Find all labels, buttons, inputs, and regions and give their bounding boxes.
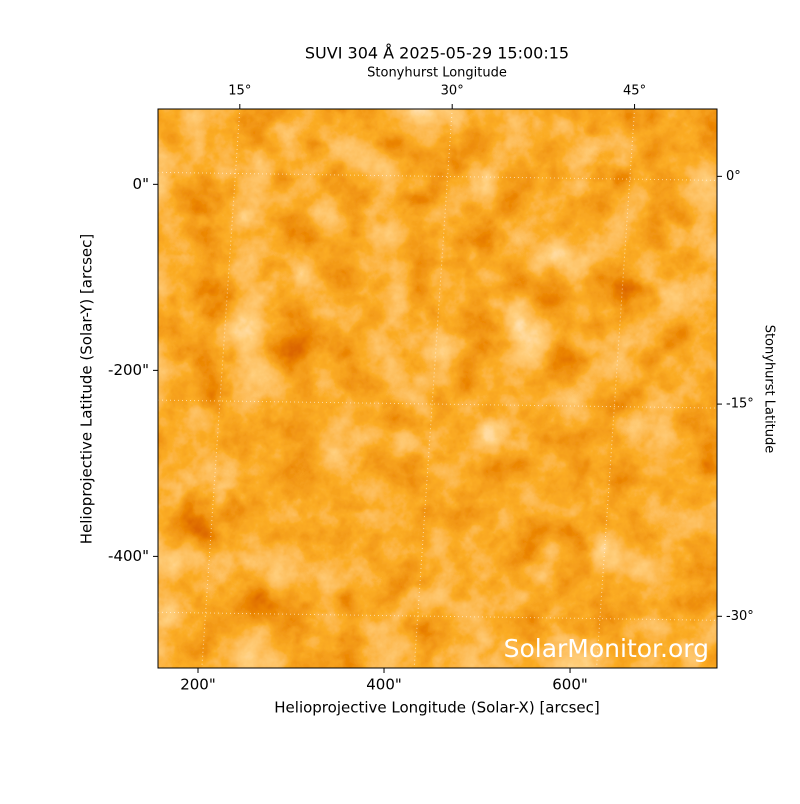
x2-tick-label: 30° <box>441 84 464 99</box>
chart-title: SUVI 304 Å 2025-05-29 15:00:15 <box>305 44 569 63</box>
solar-image <box>158 109 717 668</box>
y-tick-label: -200" <box>108 361 149 379</box>
y2-tick-label: 0° <box>726 169 741 184</box>
x-label: Helioprojective Longitude (Solar-X) [arc… <box>274 699 599 717</box>
grid <box>158 109 717 668</box>
x-tick-label: 400" <box>366 676 402 694</box>
grid-line <box>596 109 636 668</box>
y-tick-label: 0" <box>133 175 149 193</box>
grid-line <box>201 109 241 668</box>
y2-tick-label: -15° <box>726 397 754 412</box>
grid-line <box>413 109 453 668</box>
y-tick-label: -400" <box>108 547 149 565</box>
x2-label: Stonyhurst Longitude <box>367 66 507 81</box>
y-label: Helioprojective Latitude (Solar-Y) [arcs… <box>78 234 96 544</box>
x-tick-label: 200" <box>180 676 216 694</box>
x-tick-label: 600" <box>552 676 588 694</box>
x2-tick-label: 45° <box>623 84 646 99</box>
x2-tick-label: 15° <box>228 84 251 99</box>
y2-label: Stonyhurst Latitude <box>762 325 777 454</box>
y2-tick-label: -30° <box>726 609 754 624</box>
watermark: SolarMonitor.org <box>504 634 709 663</box>
frame <box>157 108 718 669</box>
